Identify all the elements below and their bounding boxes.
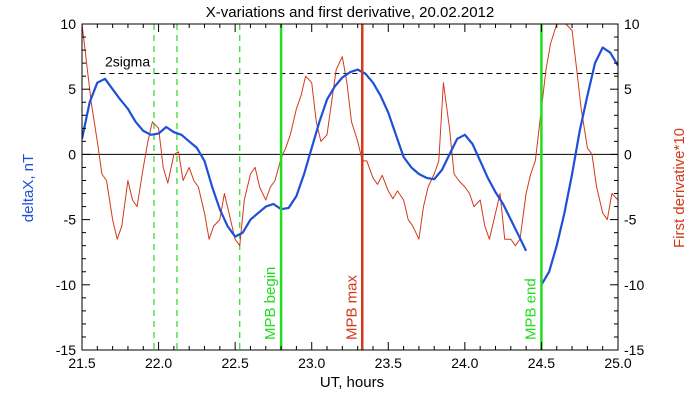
x-tick-label: 22.0 [145, 355, 172, 371]
left-y-tick-label: 5 [68, 81, 76, 97]
x-tick-label: 25.0 [604, 355, 631, 371]
right-y-axis-label: First derivative*10 [671, 128, 688, 248]
left-y-tick-label: 10 [60, 16, 76, 32]
left-y-tick-label: -5 [64, 212, 77, 228]
x-tick-label: 21.5 [68, 355, 95, 371]
x-tick-label: 24.0 [451, 355, 478, 371]
axes: 21.5 22.0 22.5 23.0 23.5 24.0 24.5 25.0-15-10-5… [56, 16, 645, 371]
x-tick-label: 24.5 [528, 355, 555, 371]
vertical-marker-label: MPB end [522, 278, 539, 340]
x-tick-label: 23.0 [298, 355, 325, 371]
right-y-tick-label: 0 [624, 146, 632, 162]
right-y-tick-label: -10 [624, 277, 644, 293]
vertical-marker-label: MPB begin [262, 267, 279, 340]
x-tick-label: 22.5 [222, 355, 249, 371]
left-y-axis-label: deltaX, nT [20, 154, 37, 222]
left-y-tick-label: -10 [56, 277, 76, 293]
threshold-label: 2sigma [105, 54, 150, 70]
derivative-series-line [82, 24, 618, 247]
x-tick-label: 23.5 [375, 355, 402, 371]
vertical-marker-label: MPB max [343, 274, 360, 340]
deltax-series-line [540, 46, 618, 286]
plot-frame [81, 23, 619, 351]
left-y-tick-label: 0 [68, 146, 76, 162]
right-y-tick-label: 5 [624, 81, 632, 97]
right-y-tick-label: -5 [624, 212, 637, 228]
plot-area: 2sigma MPB begin MPB max MPB end [82, 24, 618, 350]
series-group [82, 24, 618, 286]
right-y-tick-label: -15 [624, 342, 644, 358]
deltax-series-line [82, 68, 528, 252]
x-axis-label: UT, hours [320, 374, 384, 391]
right-y-tick-label: 10 [624, 16, 640, 32]
chart-title: X-variations and first derivative, 20.02… [206, 4, 495, 21]
left-y-tick-label: -15 [56, 342, 76, 358]
